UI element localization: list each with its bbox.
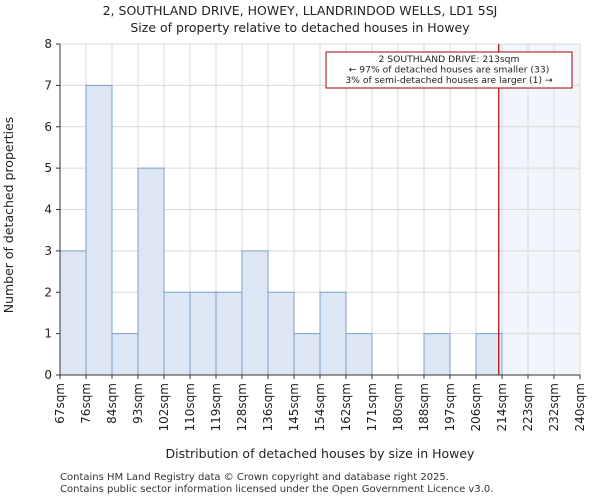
y-tick-label: 5 (44, 161, 52, 175)
x-tick-labels: 67sqm 76sqm 84sqm 93sqm 102sqm 110sqm 119sqm 12… (53, 375, 587, 431)
x-tick-label: 232sqm (547, 383, 561, 431)
annotation-line: ← 97% of detached houses are smaller (33… (349, 65, 550, 76)
bar (345, 333, 373, 376)
y-tick-label: 0 (44, 368, 52, 382)
bar (423, 333, 451, 376)
footer-line-1: Contains HM Land Registry data © Crown c… (60, 472, 449, 483)
x-tick-label: 102sqm (157, 383, 171, 431)
x-tick-label: 240sqm (573, 383, 587, 431)
x-tick-label: 128sqm (235, 383, 249, 431)
bar (319, 291, 347, 376)
x-axis-label: Distribution of detached houses by size … (166, 446, 476, 461)
x-tick-label: 171sqm (365, 383, 379, 431)
x-tick-label: 223sqm (521, 383, 535, 431)
bar (475, 333, 503, 376)
footer-line-2: Contains public sector information licen… (60, 484, 494, 495)
x-tick-label: 180sqm (391, 383, 405, 431)
y-tick-label: 2 (44, 285, 52, 299)
bar (267, 291, 295, 376)
y-tick-label: 3 (44, 244, 52, 258)
y-tick-label: 7 (44, 78, 52, 92)
bar (241, 250, 269, 376)
bar (85, 84, 113, 376)
x-tick-label: 214sqm (495, 383, 509, 431)
annotation-line: 3% of semi-detached houses are larger (1… (345, 75, 553, 86)
bar (293, 333, 321, 376)
x-tick-label: 67sqm (53, 383, 67, 424)
annotation-frame (325, 51, 573, 89)
y-tick-label: 8 (44, 37, 52, 51)
annotation-line: 2 SOUTHLAND DRIVE: 213sqm (379, 54, 520, 65)
bars (59, 84, 503, 376)
bar (163, 291, 191, 376)
chart-title: 2, SOUTHLAND DRIVE, HOWEY, LLANDRINDOD W… (102, 3, 498, 18)
x-tick-label: 145sqm (287, 383, 301, 431)
y-tick-label: 4 (44, 203, 52, 217)
y-axis-label: Number of detached properties (1, 117, 16, 314)
highlight-region (498, 43, 581, 376)
x-tick-label: 162sqm (339, 383, 353, 431)
x-tick-label: 110sqm (183, 383, 197, 431)
bar (111, 333, 139, 376)
bar (189, 291, 217, 376)
x-tick-label: 197sqm (443, 383, 457, 431)
chart-subtitle: Size of property relative to detached ho… (130, 20, 470, 35)
y-tick-label: 1 (44, 327, 52, 341)
x-tick-label: 154sqm (313, 383, 327, 431)
x-tick-label: 93sqm (131, 383, 145, 424)
bar (137, 167, 165, 376)
x-tick-label: 188sqm (417, 383, 431, 431)
annotation-box: 2 SOUTHLAND DRIVE: 213sqm← 97% of detach… (325, 51, 573, 89)
x-tick-label: 136sqm (261, 383, 275, 431)
x-tick-label: 84sqm (105, 383, 119, 424)
bar (215, 291, 243, 376)
x-tick-label: 76sqm (79, 383, 93, 424)
y-tick-labels: 0 1 2 3 4 5 6 7 8 (44, 37, 60, 382)
y-tick-label: 6 (44, 120, 52, 134)
x-tick-label: 206sqm (469, 383, 483, 431)
bar (59, 250, 87, 376)
x-tick-label: 119sqm (209, 383, 223, 431)
